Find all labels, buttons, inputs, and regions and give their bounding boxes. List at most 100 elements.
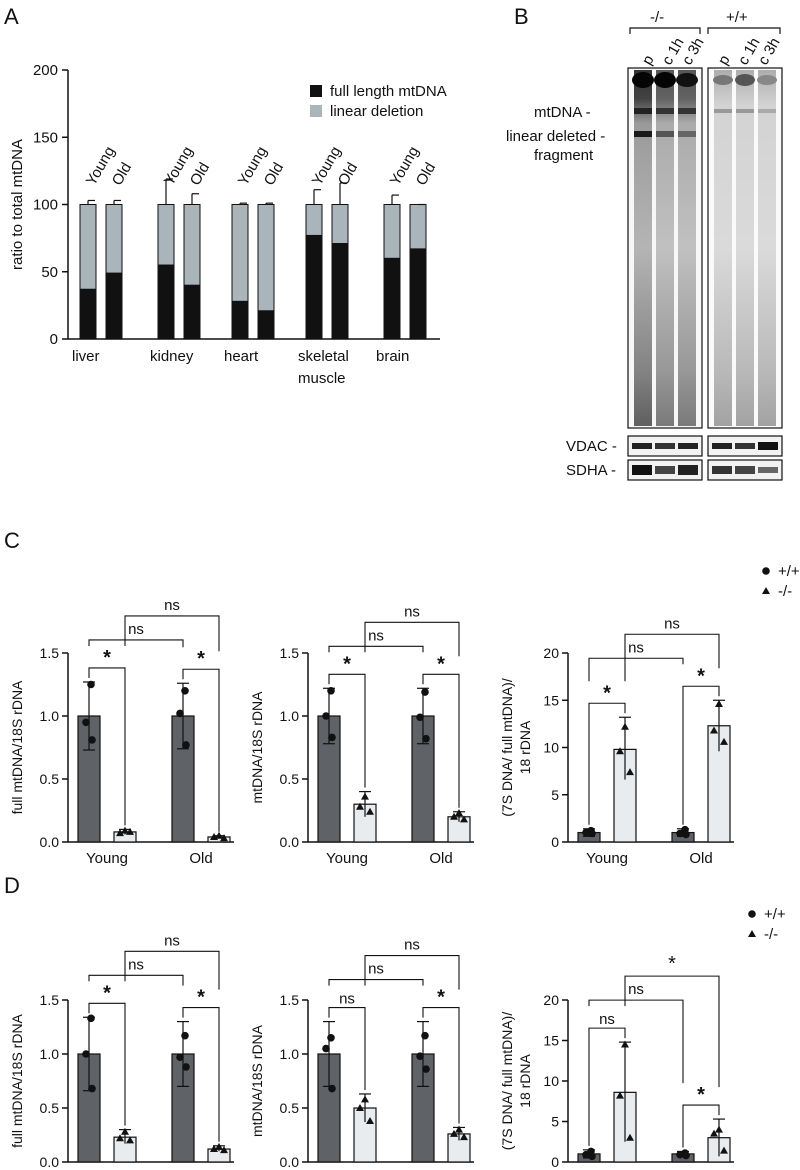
data-point-ko: [126, 1136, 134, 1144]
age-label: Old: [187, 160, 213, 189]
sig-label-young: *: [103, 982, 111, 1004]
data-point-wt: [88, 1084, 96, 1093]
y-tick-label: 5: [551, 787, 559, 803]
legend-d: +/+ -/-: [748, 906, 786, 943]
legend-label-wt: +/+: [778, 563, 800, 580]
age-label: Old: [109, 160, 135, 189]
sig-label-young: *: [343, 653, 351, 675]
sig-label-wt-wt: ns: [128, 956, 144, 973]
gel-band: [735, 74, 755, 86]
sig-bracket-wt-wt: [588, 999, 684, 1084]
y-tick-label: 1.0: [40, 708, 60, 724]
loading-label-vdac: VDAC -: [566, 438, 617, 455]
tissue-label: brain: [376, 348, 409, 365]
y-tick-label: 1.5: [40, 645, 60, 661]
gel-band: [656, 108, 674, 114]
data-point-wt: [682, 1151, 690, 1160]
sig-label-ko-ko: ns: [164, 597, 180, 614]
data-point-ko: [621, 1040, 629, 1048]
legend-marker-wt: [762, 567, 770, 575]
data-point-wt: [421, 1031, 429, 1040]
data-point-ko: [356, 802, 364, 810]
legend-label-ko: -/-: [778, 583, 792, 600]
y-tick-label: 0.5: [40, 1100, 60, 1116]
data-point-wt: [588, 1152, 596, 1161]
data-point-ko: [121, 826, 129, 834]
legend-marker-ko: [748, 930, 756, 937]
bar-linear-deletion: [331, 204, 349, 245]
data-point-wt: [327, 1034, 335, 1042]
blot-band: [758, 442, 778, 450]
sig-label-ko-ko: ns: [404, 603, 420, 620]
data-point-wt: [582, 828, 590, 837]
y-tick-label: 1.5: [280, 645, 300, 661]
legend-label-wt: +/+: [764, 906, 786, 923]
data-point-ko: [126, 827, 134, 835]
bar-linear-deletion: [157, 204, 175, 266]
data-point-wt: [82, 1050, 90, 1058]
gel-band: [757, 75, 777, 85]
gel-band: [713, 75, 733, 85]
sig-bracket-young: [88, 667, 126, 826]
data-point-ko: [215, 831, 223, 839]
tissue-label-line2: muscle: [298, 370, 346, 387]
bracket-ko: [629, 27, 701, 34]
sig-label-young: *: [103, 647, 111, 669]
data-point-wt: [181, 1031, 189, 1040]
data-point-wt: [416, 1052, 424, 1060]
blot-band: [655, 466, 675, 474]
x-category-label: Old: [429, 850, 452, 867]
y-tick-label: 20: [543, 645, 559, 661]
sig-label-ko-ko: *: [668, 953, 676, 975]
data-point-ko: [460, 1133, 468, 1141]
data-point-wt: [588, 829, 596, 838]
lane-label-wt-3: c 3h: [755, 35, 784, 68]
bracket-wt: [707, 27, 781, 34]
data-point-ko: [626, 1133, 634, 1141]
bar-full-length: [305, 234, 323, 340]
data-point-ko: [715, 700, 723, 708]
data-point-wt: [88, 736, 96, 744]
bar-full-length: [331, 243, 349, 340]
panel-label-a: A: [4, 4, 19, 29]
gel-band: [736, 109, 754, 113]
gel-lane: [758, 70, 776, 426]
gel-band: [714, 109, 732, 113]
sig-label-young: ns: [339, 991, 355, 1008]
data-point-ko: [220, 834, 228, 842]
data-point-ko: [116, 829, 124, 837]
blot-band: [712, 443, 732, 449]
data-point-ko: [366, 807, 374, 815]
y-tick-label: 0: [551, 834, 559, 850]
x-category-label: Young: [586, 850, 628, 867]
gel-band: [678, 108, 696, 114]
blot-band: [655, 443, 675, 449]
sig-label-wt-wt: ns: [628, 639, 644, 656]
data-point-ko: [220, 1146, 228, 1154]
y-tick-label: 0.0: [40, 834, 60, 850]
y-axis-label: mtDNA/18S rDNA: [249, 1024, 265, 1137]
tissue-label: liver: [72, 348, 100, 365]
data-point-wt: [87, 1014, 95, 1023]
y-tick-label: 150: [33, 129, 58, 146]
data-point-ko: [710, 1129, 718, 1137]
y-axis-label: ratio to total mtDNA: [9, 139, 26, 270]
bar-linear-deletion: [105, 204, 123, 274]
y-tick-label: 1.5: [40, 992, 60, 1008]
gel-lane: [678, 70, 696, 426]
gel-band: [758, 109, 776, 113]
gel-lane: [714, 70, 732, 426]
bar-full-length: [231, 300, 249, 340]
band-label-mtdna: mtDNA -: [534, 104, 591, 121]
tissue-label: heart: [224, 348, 259, 365]
data-point-wt: [181, 687, 189, 695]
gel-lane: [656, 70, 674, 426]
sig-bracket-ko-ko: [364, 621, 460, 657]
gel-band: [634, 131, 652, 137]
bar-full-length: [383, 257, 401, 340]
sig-label-young: ns: [599, 1011, 615, 1028]
sig-label-wt-wt: ns: [128, 621, 144, 638]
lane-label-ko-3: c 3h: [679, 35, 708, 68]
data-point-wt: [176, 709, 184, 718]
bar-linear-deletion: [257, 204, 275, 312]
